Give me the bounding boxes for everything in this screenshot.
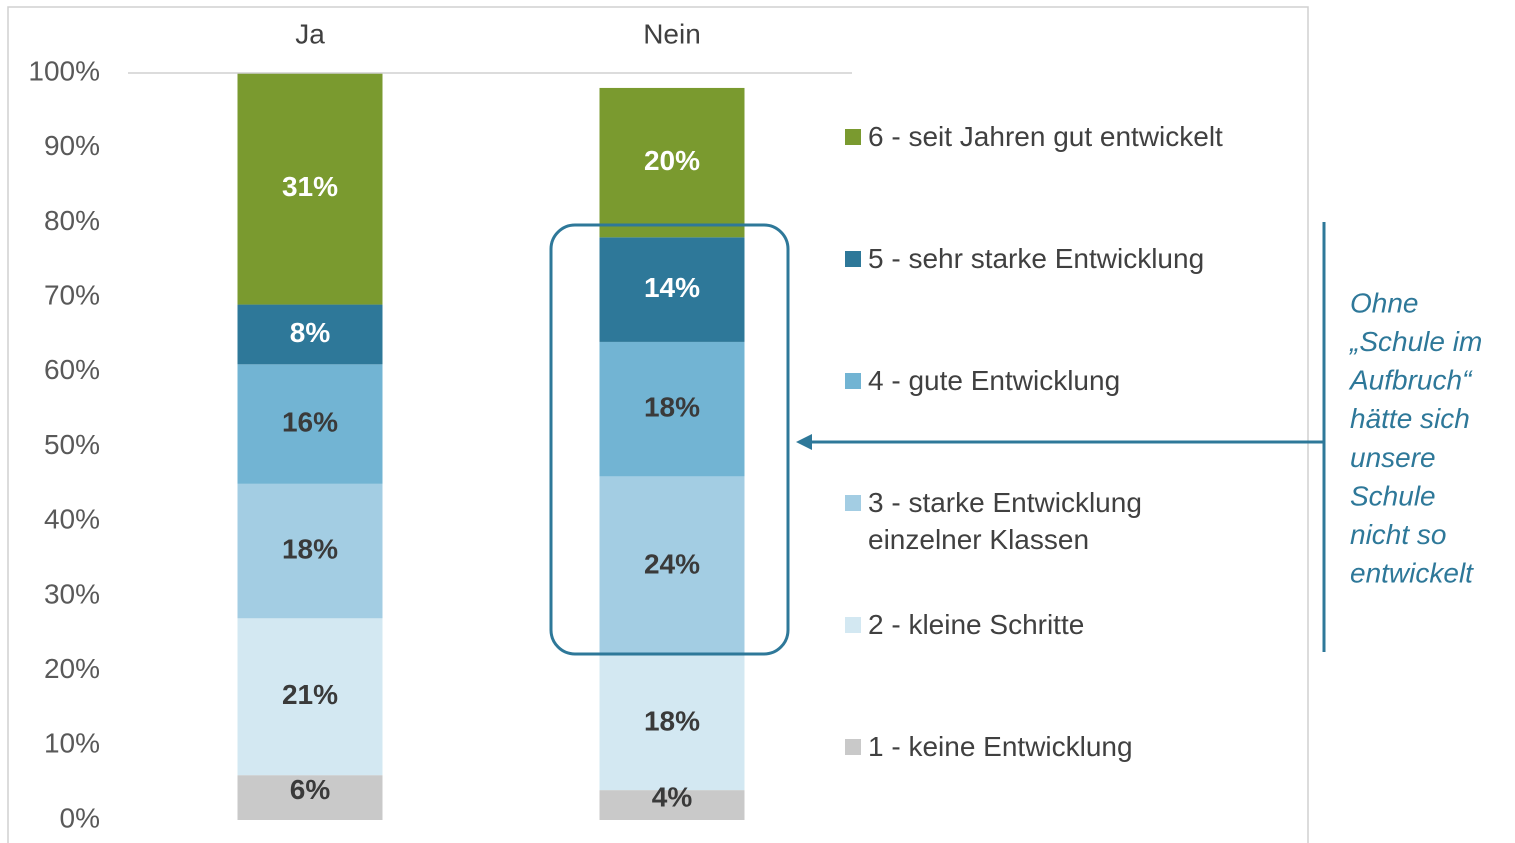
arrow-head [796,434,812,450]
legend-label: 2 - kleine Schritte [868,609,1085,640]
legend-swatch [845,617,861,633]
data-label: 18% [282,533,338,564]
y-tick-label: 30% [44,578,100,609]
legend-label: 6 - seit Jahren gut entwickelt [868,121,1223,152]
y-tick-label: 0% [60,802,100,833]
y-tick-label: 50% [44,429,100,460]
legend-label: 4 - gute Entwicklung [868,365,1121,396]
y-tick-label: 90% [44,130,100,161]
category-label: Ja [295,18,325,49]
legend-swatch [845,251,861,267]
bar-segment [237,304,383,365]
bar-segment [599,341,745,477]
legend-label: 5 - sehr starke Entwicklung [868,243,1205,274]
bar-segment [599,237,745,342]
legend-swatch [845,495,861,511]
y-tick-label: 60% [44,354,100,385]
bar-segment [599,476,745,656]
legend-entry: 3 - starke Entwicklung einzelner Klassen [845,484,1265,558]
bar-segment [599,87,745,238]
y-tick-label: 80% [44,205,100,236]
legend-label: 3 - starke Entwicklung einzelner Klassen [868,487,1142,555]
y-tick-label: 70% [44,279,100,310]
data-label: 31% [282,171,338,202]
legend-entry: 4 - gute Entwicklung [845,362,1265,399]
data-label: 16% [282,406,338,437]
legend-entry: 6 - seit Jahren gut entwickelt [845,118,1265,155]
bar-segment [237,775,383,820]
frame [7,6,1309,843]
y-tick-label: 20% [44,653,100,684]
data-label: 21% [282,679,338,710]
data-label: 24% [644,548,700,579]
annotation-line: Aufbruch“ [1348,365,1473,396]
annotation-line: entwickelt [1350,558,1474,589]
y-tick-label: 40% [44,504,100,535]
data-label: 8% [290,317,331,348]
highlight-box [549,223,790,656]
y-tick-label: 10% [44,728,100,759]
data-label: 14% [644,272,700,303]
legend-label: 1 - keine Entwicklung [868,731,1133,762]
annotation-line: „Schule im [1349,326,1482,357]
bar-segment [599,790,745,820]
bar-segment [237,364,383,484]
annotation-line: hätte sich [1350,403,1470,434]
category-label: Nein [643,18,701,49]
annotation-line: nicht so [1350,519,1447,550]
annotation-line: Ohne [1350,287,1419,318]
annotation-line: Schule [1350,480,1436,511]
data-label: 4% [652,781,693,812]
annotation-line: unsere [1350,442,1436,473]
bar-segment [237,73,383,305]
legend-entry: 5 - sehr starke Entwicklung [845,240,1265,277]
bar-segment [237,483,383,619]
legend-swatch [845,129,861,145]
legend-swatch [845,373,861,389]
data-label: 20% [644,145,700,176]
data-label: 18% [644,705,700,736]
data-label: 18% [644,392,700,423]
legend-swatch [845,739,861,755]
legend-entry: 2 - kleine Schritte [845,606,1265,643]
bar-segment [237,618,383,776]
data-label: 6% [290,774,331,805]
y-tick-label: 100% [28,55,100,86]
legend-entry: 1 - keine Entwicklung [845,728,1265,765]
bar-segment [599,655,745,791]
